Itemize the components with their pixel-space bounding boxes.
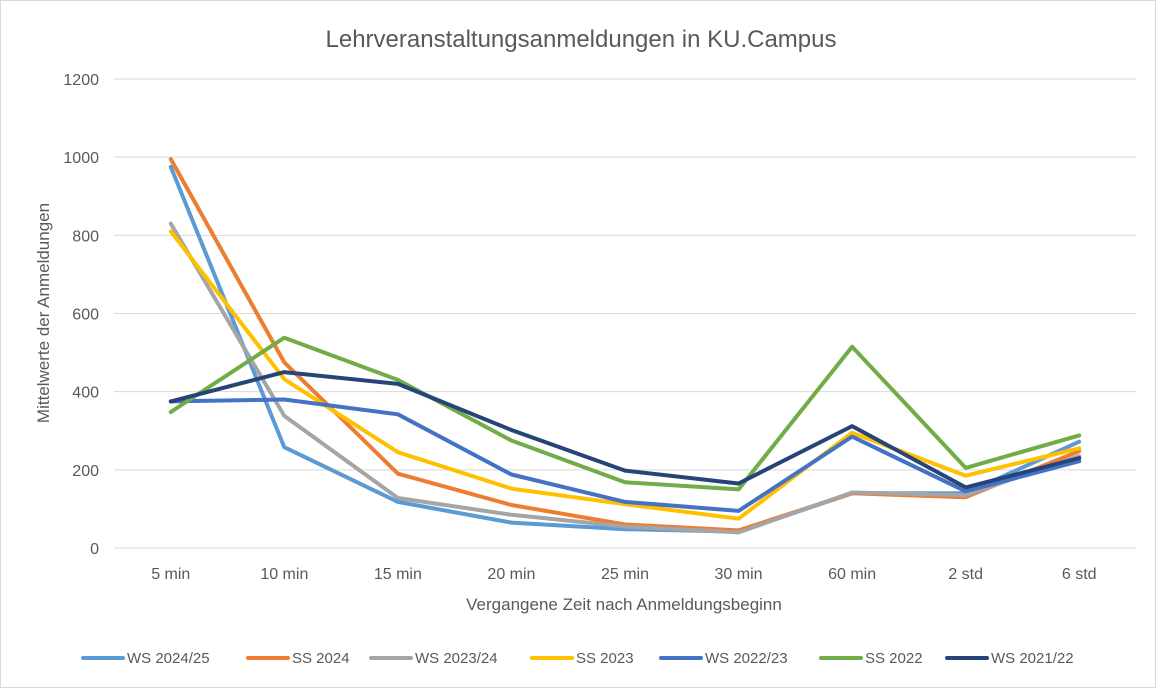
legend-label: SS 2022 <box>865 650 923 667</box>
x-tick-label: 15 min <box>374 566 422 583</box>
legend: WS 2024/25 SS 2024 WS 2023/24 SS 2023 WS 202… <box>81 650 1074 667</box>
x-tick-label: 25 min <box>601 566 649 583</box>
series-line-5 <box>168 397 1082 513</box>
y-tick-label: 1200 <box>63 72 99 89</box>
x-tick-label: 6 std <box>1062 566 1097 583</box>
y-tick-label: 1000 <box>63 150 99 167</box>
legend-label: WS 2024/25 <box>127 650 210 667</box>
x-tick-label: 5 min <box>151 566 190 583</box>
series-line-7 <box>168 370 1082 490</box>
legend-label: WS 2021/22 <box>991 650 1074 667</box>
gridlines <box>114 78 1136 549</box>
x-tick-label: 20 min <box>487 566 535 583</box>
legend-label: WS 2023/24 <box>415 650 498 667</box>
legend-label: SS 2023 <box>576 650 634 667</box>
y-axis-ticks: 0 200 400 600 800 1000 1200 <box>63 72 99 558</box>
y-tick-label: 400 <box>72 385 99 402</box>
x-tick-label: 60 min <box>828 566 876 583</box>
x-axis-label: Vergangene Zeit nach Anmeldungsbeginn <box>466 595 782 614</box>
chart-title: Lehrveranstaltungsanmeldungen in KU.Camp… <box>326 26 837 53</box>
x-tick-label: 30 min <box>715 566 763 583</box>
legend-label: SS 2024 <box>292 650 350 667</box>
y-tick-label: 800 <box>72 228 99 245</box>
series-line-6 <box>168 335 1082 492</box>
y-tick-label: 200 <box>72 463 99 480</box>
x-axis-ticks: 5 min 10 min 15 min 20 min 25 min 30 min 60 mi… <box>151 566 1096 583</box>
series-lines <box>168 157 1082 535</box>
x-tick-label: 10 min <box>260 566 308 583</box>
legend-label: WS 2022/23 <box>705 650 788 667</box>
series-line-3 <box>168 221 1082 535</box>
y-tick-label: 600 <box>72 307 99 324</box>
x-tick-label: 2 std <box>948 566 983 583</box>
y-tick-label: 0 <box>90 541 99 558</box>
y-axis-label: Mittelwerte der Anmeldungen <box>34 203 53 423</box>
